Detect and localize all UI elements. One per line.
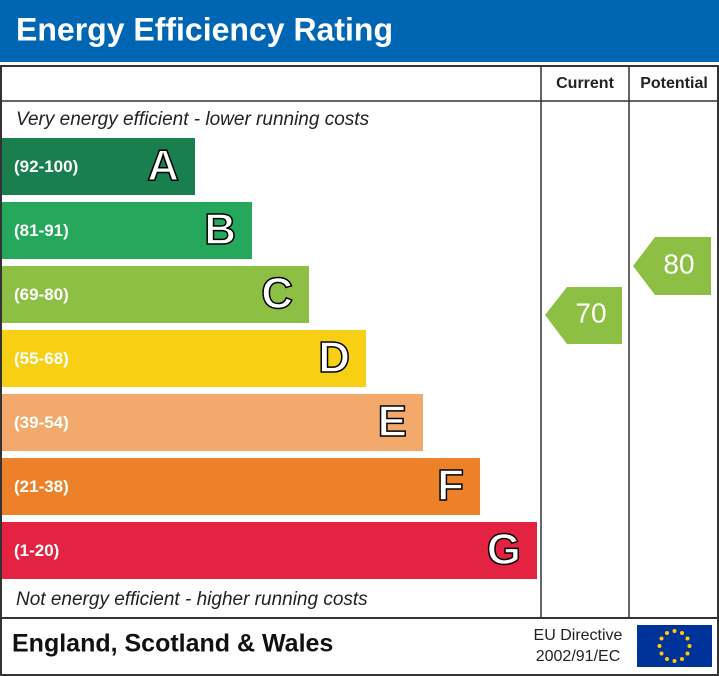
directive-line: 2002/91/EC	[536, 648, 621, 665]
band-letter: F	[437, 461, 464, 510]
band-bar	[2, 266, 309, 323]
eu-star	[659, 636, 664, 641]
band-bar	[2, 138, 195, 195]
current-value: 70	[575, 297, 606, 328]
eu-star	[657, 644, 662, 648]
title: Energy Efficiency Rating	[16, 11, 393, 47]
column-header: Current	[556, 75, 614, 92]
band-range: (69-80)	[14, 285, 69, 304]
bottom-note: Not energy efficient - higher running co…	[16, 589, 368, 610]
band-bar	[2, 522, 537, 579]
eu-star	[687, 644, 692, 648]
band-letter: A	[147, 141, 179, 190]
top-note: Very energy efficient - lower running co…	[16, 109, 370, 130]
band-bar	[2, 202, 252, 259]
band-letter: G	[487, 525, 521, 574]
eu-star	[685, 651, 690, 656]
band-letter: B	[204, 205, 236, 254]
eu-star	[665, 631, 669, 636]
band-bar	[2, 330, 366, 387]
eu-star	[672, 659, 677, 663]
column-header: Potential	[640, 75, 708, 92]
current-arrow	[545, 287, 622, 344]
title-bar	[0, 0, 719, 62]
eu-star	[680, 656, 684, 661]
eu-star	[659, 651, 664, 656]
eu-star	[665, 656, 669, 661]
bands: (92-100) A (81-91) B (69-80) C (55-68) D (39-54)…	[2, 138, 537, 579]
band-letter: C	[261, 269, 293, 318]
band-range: (92-100)	[14, 157, 78, 176]
band-range: (1-20)	[14, 541, 59, 560]
band-bar	[2, 458, 480, 515]
band-bar	[2, 394, 423, 451]
directive-line: EU Directive	[534, 627, 623, 644]
eu-stars	[657, 629, 692, 663]
footer-region: England, Scotland & Wales	[12, 630, 333, 658]
potential-arrow	[633, 237, 711, 295]
eu-star	[672, 629, 677, 633]
band-range: (55-68)	[14, 349, 69, 368]
band-range: (21-38)	[14, 477, 69, 496]
band-range: (81-91)	[14, 221, 69, 240]
band-range: (39-54)	[14, 413, 69, 432]
band-letter: D	[318, 333, 350, 382]
potential-value: 80	[663, 248, 694, 279]
eu-star	[680, 631, 684, 636]
band-letter: E	[378, 397, 407, 446]
eu-star	[685, 636, 690, 641]
